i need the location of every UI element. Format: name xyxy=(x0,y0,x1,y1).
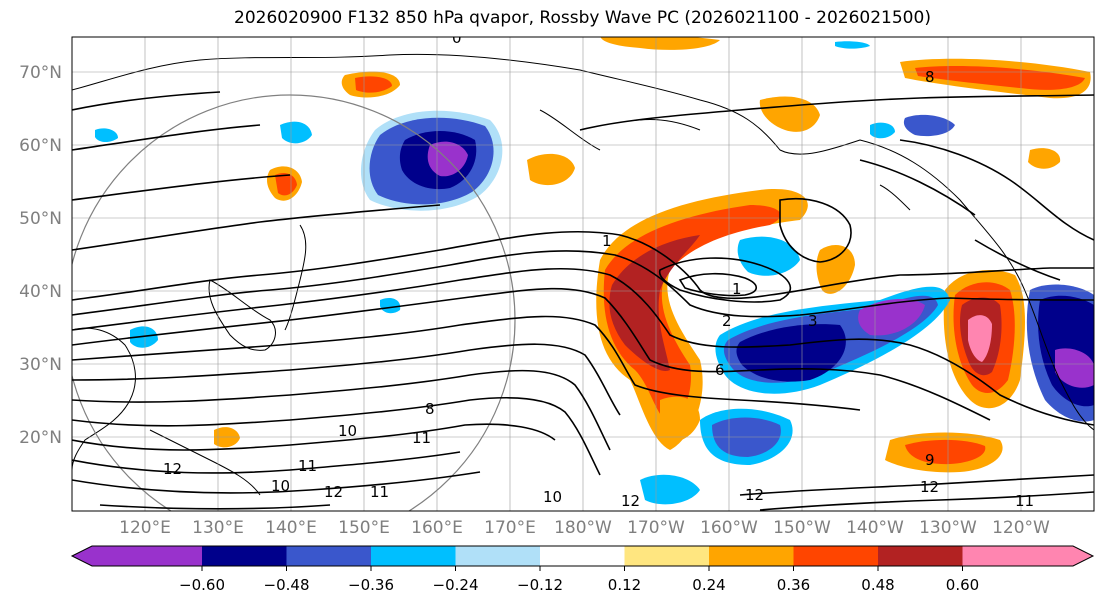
lat-label: 50°N xyxy=(19,209,62,229)
contour-label: 1 xyxy=(732,280,742,298)
coastlines xyxy=(72,53,1094,496)
lon-label: 130°E xyxy=(192,518,244,538)
contour-lines xyxy=(72,91,1094,511)
contour-label: 12 xyxy=(745,486,764,504)
lon-label: 120°W xyxy=(992,518,1050,538)
colorbar-tick-label: 0.48 xyxy=(861,576,894,594)
contour-label: 3 xyxy=(808,312,818,330)
latitude-labels: 70°N 60°N 50°N 40°N 30°N 20°N xyxy=(19,63,62,448)
lon-label: 160°W xyxy=(700,518,758,538)
lon-label: 120°E xyxy=(119,518,171,538)
lat-label: 70°N xyxy=(19,63,62,83)
contour-label: 10 xyxy=(543,488,562,506)
lon-label: 180°W xyxy=(554,518,612,538)
rossby-reference-circle xyxy=(72,94,516,511)
contour-label: 10 xyxy=(338,422,357,440)
chart-title: 2026020900 F132 850 hPa qvapor, Rossby W… xyxy=(234,8,931,28)
colorbar-segment xyxy=(371,546,456,566)
contour-label: 10 xyxy=(271,477,290,495)
lon-label: 170°E xyxy=(484,518,536,538)
colorbar-right-extension xyxy=(1073,546,1093,566)
colorbar-tick-label: 0.24 xyxy=(692,576,725,594)
lon-label: 130°W xyxy=(919,518,977,538)
colorbar-ticks xyxy=(201,566,963,571)
contour-label: 0 xyxy=(452,29,462,47)
contour-label: 12 xyxy=(621,492,640,510)
colorbar-segment xyxy=(540,546,625,566)
colorbar-segment xyxy=(793,546,878,566)
contour-label: 12 xyxy=(920,478,939,496)
colorbar-segment xyxy=(202,546,287,566)
contour-label: 11 xyxy=(298,457,317,475)
lon-label: 150°W xyxy=(773,518,831,538)
colorbar-outline xyxy=(70,545,1095,567)
map-frame xyxy=(71,36,1095,512)
lon-label: 170°W xyxy=(627,518,685,538)
colorbar-segment xyxy=(92,546,202,566)
lat-label: 20°N xyxy=(19,428,62,448)
colorbar-segment xyxy=(286,546,371,566)
lon-label: 160°E xyxy=(411,518,463,538)
colorbar-segment xyxy=(624,546,709,566)
contour-label: 8 xyxy=(925,68,935,86)
contour-labels: 1 1 2 3 6 8 10 11 12 10 11 12 10 11 12 1… xyxy=(163,29,1034,510)
colorbar-segment xyxy=(962,546,1073,566)
lon-label: 140°E xyxy=(265,518,317,538)
contour-label: 9 xyxy=(925,451,935,469)
lat-label: 30°N xyxy=(19,355,62,375)
colorbar-tick-label: −0.24 xyxy=(433,576,479,594)
colorbar: −0.60 −0.48 −0.36 −0.24 −0.12 0.12 0.24 … xyxy=(70,545,1095,594)
lon-label: 150°E xyxy=(338,518,390,538)
longitude-labels: 120°E 130°E 140°E 150°E 160°E 170°E 180°… xyxy=(119,518,1050,538)
lon-label: 140°W xyxy=(846,518,904,538)
colorbar-left-extension xyxy=(72,546,92,566)
lat-label: 40°N xyxy=(19,282,62,302)
contour-label: 8 xyxy=(425,400,435,418)
colorbar-tick-label: −0.48 xyxy=(264,576,310,594)
contour-label: 11 xyxy=(370,483,389,501)
colorbar-segment xyxy=(455,546,540,566)
contour-label: 11 xyxy=(412,429,431,447)
contour-label: 2 xyxy=(722,312,732,330)
contour-label: 1 xyxy=(602,232,612,250)
colorbar-tick-label: −0.12 xyxy=(517,576,563,594)
positive-anomaly-fill xyxy=(214,37,1091,473)
lat-label: 60°N xyxy=(19,136,62,156)
colorbar-tick-label: −0.60 xyxy=(179,576,225,594)
contour-label: 6 xyxy=(715,361,725,379)
colorbar-segment xyxy=(878,546,963,566)
graticule xyxy=(72,37,1094,511)
colorbar-tick-label: 0.36 xyxy=(777,576,810,594)
contour-label: 11 xyxy=(1015,492,1034,510)
contour-label: 12 xyxy=(324,483,343,501)
colorbar-tick-label: 0.12 xyxy=(608,576,641,594)
colorbar-tick-label: 0.60 xyxy=(946,576,979,594)
contour-label: 12 xyxy=(163,460,182,478)
colorbar-segment xyxy=(709,546,794,566)
colorbar-tick-label: −0.36 xyxy=(348,576,394,594)
